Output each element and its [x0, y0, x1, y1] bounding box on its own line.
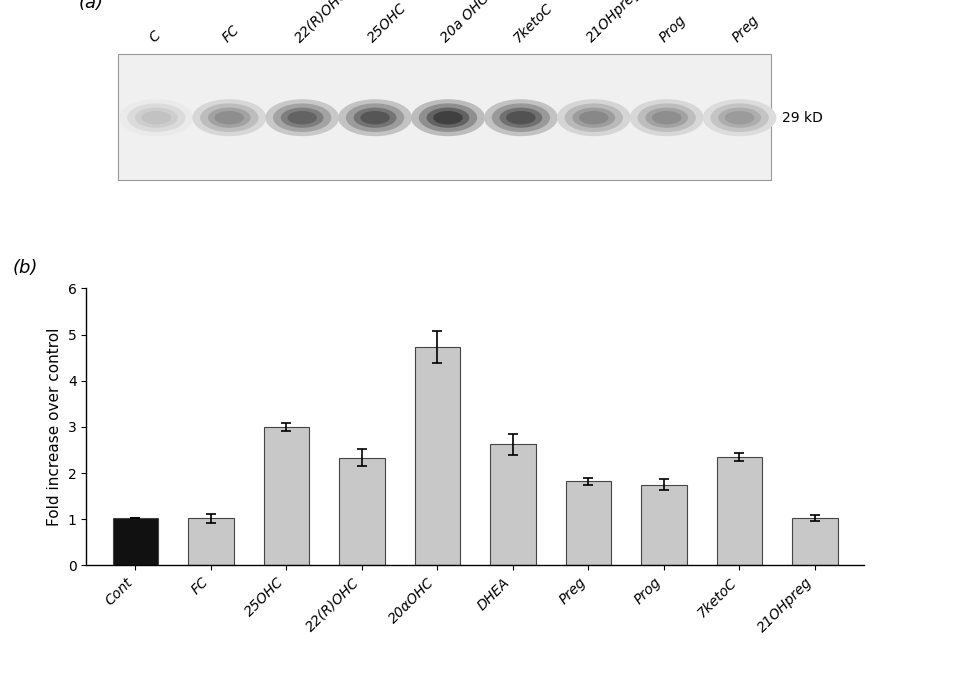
Ellipse shape: [718, 108, 761, 128]
Text: 29 kD: 29 kD: [782, 110, 824, 125]
Ellipse shape: [273, 104, 331, 132]
Text: 22(R)OHC: 22(R)OHC: [292, 0, 351, 45]
Text: (a): (a): [79, 0, 104, 12]
Bar: [113, 518, 158, 565]
Ellipse shape: [360, 111, 390, 125]
Ellipse shape: [135, 108, 178, 128]
Ellipse shape: [484, 99, 558, 136]
Bar: [565, 481, 612, 565]
Ellipse shape: [411, 99, 485, 136]
Bar: [188, 518, 233, 565]
Ellipse shape: [499, 108, 542, 128]
Ellipse shape: [637, 104, 696, 132]
Text: FC: FC: [220, 23, 242, 45]
Text: 25OHC: 25OHC: [365, 1, 410, 45]
Ellipse shape: [703, 99, 777, 136]
Ellipse shape: [200, 104, 258, 132]
Text: 20a OHC: 20a OHC: [438, 0, 492, 45]
Ellipse shape: [572, 108, 615, 128]
Ellipse shape: [564, 104, 623, 132]
Ellipse shape: [128, 104, 185, 132]
Ellipse shape: [353, 108, 396, 128]
Ellipse shape: [506, 111, 536, 125]
Ellipse shape: [214, 111, 244, 125]
Ellipse shape: [142, 111, 171, 125]
Ellipse shape: [630, 99, 704, 136]
Ellipse shape: [287, 111, 317, 125]
Y-axis label: Fold increase over control: Fold increase over control: [47, 328, 62, 526]
Text: 21OHpreg: 21OHpreg: [584, 0, 644, 45]
Ellipse shape: [346, 104, 404, 132]
Ellipse shape: [426, 108, 469, 128]
Text: 7ketoC: 7ketoC: [511, 1, 556, 45]
Ellipse shape: [419, 104, 477, 132]
Bar: [339, 458, 385, 565]
Text: C: C: [147, 29, 163, 45]
Text: Preg: Preg: [730, 13, 762, 45]
FancyBboxPatch shape: [117, 54, 771, 180]
Ellipse shape: [265, 99, 339, 136]
Ellipse shape: [338, 99, 412, 136]
Ellipse shape: [725, 111, 755, 125]
Bar: [717, 457, 762, 565]
Text: (b): (b): [12, 259, 37, 277]
Ellipse shape: [433, 111, 463, 125]
Ellipse shape: [579, 111, 609, 125]
Bar: [415, 347, 460, 565]
Bar: [641, 485, 686, 565]
Ellipse shape: [710, 104, 769, 132]
Ellipse shape: [280, 108, 324, 128]
Ellipse shape: [652, 111, 682, 125]
Ellipse shape: [557, 99, 631, 136]
Bar: [491, 444, 536, 565]
Ellipse shape: [192, 99, 266, 136]
Ellipse shape: [645, 108, 688, 128]
Text: Prog: Prog: [657, 13, 689, 45]
Ellipse shape: [208, 108, 251, 128]
Ellipse shape: [119, 99, 193, 136]
Bar: [264, 427, 309, 565]
Ellipse shape: [492, 104, 550, 132]
Bar: [792, 518, 837, 565]
